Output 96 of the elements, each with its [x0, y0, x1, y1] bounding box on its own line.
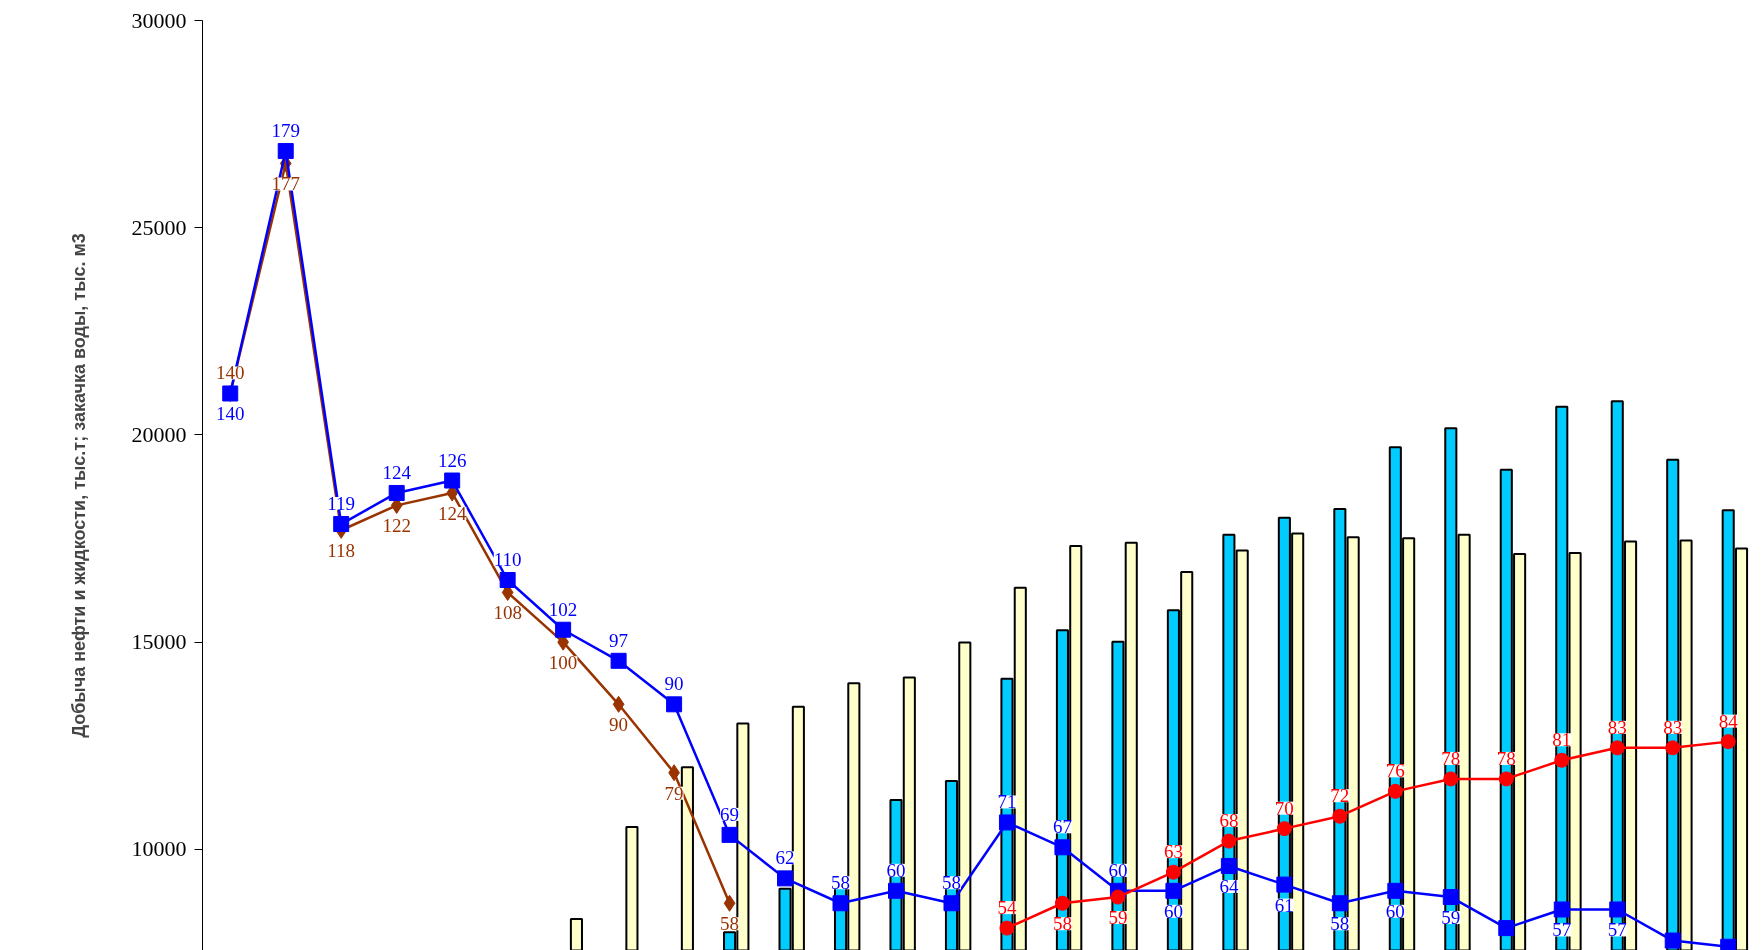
data-label: 177	[271, 173, 300, 195]
data-label: 97	[609, 629, 629, 651]
point	[388, 484, 405, 501]
point	[998, 814, 1015, 831]
point	[1665, 740, 1681, 756]
data-label: 78	[1496, 747, 1516, 769]
data-label: 60	[886, 859, 906, 881]
point	[499, 571, 516, 588]
point	[612, 695, 625, 713]
data-label: 79	[664, 782, 684, 804]
y-tick-label: 25000	[131, 214, 187, 240]
data-label: 59	[1108, 907, 1128, 929]
data-label: 60	[1163, 900, 1183, 922]
data-label: 57	[1607, 919, 1627, 941]
data-label: 71	[997, 791, 1017, 813]
data-label: 140	[215, 403, 245, 425]
data-label: 63	[1163, 841, 1183, 863]
point	[1054, 895, 1070, 911]
point	[1609, 901, 1626, 918]
data-label: 69	[720, 803, 740, 825]
data-label: 90	[609, 714, 629, 736]
point	[1554, 752, 1570, 768]
data-label: 58	[1052, 913, 1072, 935]
point	[1221, 833, 1237, 849]
data-label: 124	[382, 461, 412, 483]
point	[1609, 740, 1625, 756]
point	[1553, 901, 1570, 918]
point	[1498, 771, 1514, 787]
point	[721, 826, 738, 843]
point	[1387, 882, 1404, 899]
data-label: 108	[493, 602, 522, 624]
point	[1331, 895, 1348, 912]
y-tick-label: 30000	[131, 7, 187, 33]
point	[1165, 864, 1181, 880]
y-tick-label: 20000	[131, 421, 187, 447]
point	[610, 652, 627, 669]
data-label: 100	[548, 652, 578, 674]
point	[1387, 783, 1403, 799]
point	[943, 895, 960, 912]
point	[1276, 821, 1292, 837]
point	[1054, 839, 1071, 856]
data-label: 126	[437, 449, 467, 471]
data-label: 179	[271, 120, 300, 142]
point	[999, 920, 1015, 936]
point	[666, 696, 683, 713]
data-label: 90	[664, 673, 684, 695]
data-label: 81	[1552, 729, 1572, 751]
data-label: 54	[997, 897, 1017, 919]
y-axis-title: Добыча нефти и жидкости, тыс.т; закачка воды, тыс. м3	[68, 233, 89, 738]
data-label: 102	[548, 598, 578, 620]
data-label: 70	[1274, 797, 1294, 819]
point	[1664, 932, 1681, 949]
point	[1220, 857, 1237, 874]
data-label: 119	[327, 493, 356, 515]
data-label: 58	[831, 872, 851, 894]
point	[723, 894, 736, 912]
data-label: 64	[1219, 875, 1239, 897]
point	[1276, 876, 1293, 893]
point	[1165, 882, 1182, 899]
data-label: 68	[1219, 810, 1239, 832]
data-label: 83	[1663, 716, 1683, 738]
point	[888, 882, 905, 899]
data-label: 60	[1385, 900, 1405, 922]
data-label: 83	[1607, 716, 1627, 738]
data-label: 62	[775, 847, 795, 869]
point	[1498, 920, 1515, 937]
data-label: 110	[493, 548, 522, 570]
data-label: 118	[327, 540, 356, 562]
data-label: 72	[1330, 785, 1350, 807]
data-label: 58	[1330, 913, 1350, 935]
point	[1443, 771, 1459, 787]
point	[277, 143, 294, 160]
data-label: 57	[1552, 919, 1572, 941]
y-tick-label: 10000	[131, 836, 187, 862]
data-label: 84	[1718, 710, 1739, 732]
data-label: 61	[1274, 894, 1294, 916]
point	[444, 472, 461, 489]
data-label: 140	[215, 362, 245, 384]
data-label: 76	[1385, 760, 1405, 782]
point	[1720, 734, 1736, 750]
point	[1442, 889, 1459, 906]
data-label: 124	[437, 502, 467, 524]
y-tick-label: 15000	[131, 629, 187, 655]
point	[777, 870, 794, 887]
point	[555, 621, 572, 638]
data-label: 122	[382, 515, 411, 537]
data-label: 58	[720, 913, 740, 935]
data-label: 58	[941, 872, 961, 894]
data-label: 59	[1441, 907, 1461, 929]
data-label: 67	[1052, 816, 1072, 838]
data-label: 78	[1441, 747, 1461, 769]
point	[832, 895, 849, 912]
point	[1332, 808, 1348, 824]
point	[1110, 889, 1126, 905]
point	[333, 516, 350, 533]
data-label: 60	[1108, 859, 1128, 881]
